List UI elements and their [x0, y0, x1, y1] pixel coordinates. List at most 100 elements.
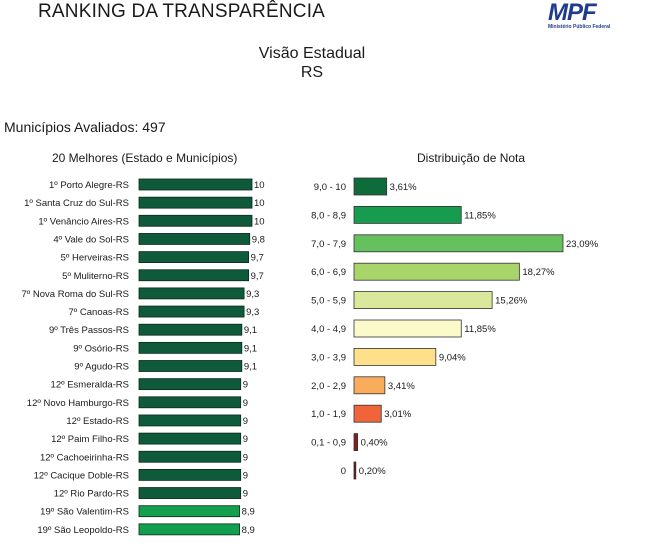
- distribution-bar: [353, 404, 382, 423]
- ranking-value-label: 9,3: [246, 307, 259, 318]
- ranking-value-label: 9,1: [244, 325, 257, 336]
- distribution-value-label: 23,09%: [566, 239, 599, 250]
- distribution-label: 5,0 - 5,9: [311, 296, 346, 307]
- ranking-value-label: 9,1: [244, 362, 257, 373]
- ranking-label: 1º Santa Cruz do Sul-RS: [24, 198, 129, 209]
- distribution-value-label: 3,01%: [384, 409, 411, 420]
- ranking-bar: [138, 396, 242, 409]
- ranking-label: 12º Rio Pardo-RS: [54, 489, 129, 500]
- distribution-value-label: 9,04%: [439, 352, 466, 363]
- view-title: Visão Estadual: [258, 45, 366, 62]
- ranking-label: 9º Três Passos-RS: [49, 325, 129, 336]
- ranking-bar: [138, 432, 242, 445]
- distribution-bar: [353, 177, 388, 196]
- ranking-value-label: 9: [243, 380, 248, 391]
- mpf-logo: MPF Ministério Público Federal: [548, 0, 614, 30]
- ranking-value-label: 8,9: [242, 507, 255, 518]
- distribution-label: 9,0 - 10: [314, 182, 346, 193]
- ranking-value-label: 9: [243, 470, 248, 481]
- ranking-value-label: 9: [243, 452, 248, 463]
- ranking-value-label: 9: [243, 398, 248, 409]
- ranking-label: 4º Vale do Sol-RS: [53, 234, 129, 245]
- ranking-value-label: 10: [254, 216, 265, 227]
- ranking-value-label: 10: [254, 180, 265, 191]
- distribution-value-label: 0,20%: [359, 466, 386, 477]
- ranking-bar: [138, 233, 251, 245]
- ranking-bar: [138, 523, 240, 536]
- ranking-value-label: 9,7: [251, 271, 264, 282]
- ranking-label: 19º São Leopoldo-RS: [37, 525, 129, 536]
- page-title: RANKING DA TRANSPARÊNCIA: [38, 1, 326, 22]
- ranking-bar: [138, 251, 250, 264]
- distribution-label: 0: [341, 466, 346, 477]
- ranking-bar: [138, 214, 253, 227]
- ranking-bar: [138, 269, 250, 282]
- distribution-value-label: 3,61%: [390, 182, 417, 193]
- ranking-label: 12º Esmeralda-RS: [51, 380, 129, 391]
- ranking-value-label: 9,8: [252, 234, 265, 245]
- distribution-label: 2,0 - 2,9: [311, 381, 346, 392]
- distribution-label: 3,0 - 3,9: [311, 352, 346, 363]
- distribution-chart-title: Distribuição de Nota: [417, 151, 526, 165]
- ranking-bar: [138, 287, 245, 300]
- ranking-label: 12º Cacique Doble-RS: [34, 470, 129, 481]
- distribution-value-label: 15,26%: [495, 296, 528, 307]
- distribution-label: 7,0 - 7,9: [311, 239, 346, 250]
- ranking-label: 7º Canoas-RS: [69, 307, 130, 318]
- distribution-bar: [353, 205, 462, 224]
- ranking-value-label: 9: [243, 416, 248, 427]
- ranking-bar: [138, 414, 242, 427]
- distribution-label: 1,0 - 1,9: [311, 409, 346, 420]
- ranking-label: 1º Porto Alegre-RS: [49, 180, 129, 191]
- ranking-value-label: 10: [254, 198, 265, 209]
- distribution-value-label: 11,85%: [464, 324, 496, 335]
- ranking-label: 12º Paim Filho-RS: [51, 434, 129, 445]
- evaluated-count: Municípios Avaliados: 497: [4, 119, 166, 135]
- ranking-label: 5º Herveiras-RS: [61, 253, 129, 264]
- ranking-bar: [138, 178, 253, 191]
- ranking-label: 9º Agudo-RS: [74, 362, 129, 373]
- distribution-bar: [353, 376, 386, 395]
- ranking-value-label: 9: [243, 489, 248, 500]
- distribution-bar: [353, 461, 357, 480]
- ranking-bar: [138, 323, 243, 336]
- distribution-bar: [353, 433, 359, 452]
- ranking-value-label: 9: [243, 434, 248, 445]
- view-state: RS: [300, 64, 324, 81]
- ranking-value-label: 9,7: [251, 253, 264, 264]
- ranking-label: 12º Estado-RS: [66, 416, 129, 427]
- ranking-bar: [138, 487, 242, 499]
- ranking-bar: [138, 378, 242, 391]
- distribution-label: 6,0 - 6,9: [311, 267, 346, 278]
- ranking-bar: [138, 341, 243, 354]
- ranking-value-label: 9,1: [244, 343, 257, 354]
- distribution-bar: [353, 262, 520, 281]
- distribution-value-label: 3,41%: [388, 381, 415, 392]
- ranking-value-label: 9,3: [246, 289, 259, 300]
- ranking-label: 19º São Valentim-RS: [40, 507, 129, 518]
- distribution-bar: [353, 291, 493, 310]
- distribution-value-label: 0,40%: [361, 438, 388, 449]
- ranking-bar: [138, 450, 242, 463]
- distribution-bar: [353, 234, 564, 253]
- ranking-bar: [138, 505, 240, 518]
- distribution-bar: [353, 319, 462, 338]
- ranking-label: 5º Muliterno-RS: [62, 271, 129, 282]
- distribution-value-label: 18,27%: [522, 267, 555, 278]
- distribution-label: 0,1 - 0,9: [311, 438, 346, 449]
- distribution-bar: [353, 347, 437, 366]
- distribution-value-label: 11,85%: [464, 210, 496, 221]
- logo-text: MPF: [548, 0, 597, 26]
- ranking-label: 9º Osório-RS: [73, 343, 129, 354]
- ranking-bar: [138, 305, 245, 318]
- ranking-bar: [138, 468, 242, 481]
- distribution-label: 8,0 - 8,9: [311, 210, 346, 221]
- ranking-value-label: 8,9: [242, 525, 255, 536]
- ranking-label: 1º Venâncio Aires-RS: [38, 216, 129, 227]
- ranking-label: 7º Nova Roma do Sul-RS: [22, 289, 130, 300]
- ranking-label: 12º Cachoeirinha-RS: [40, 452, 129, 463]
- ranking-bar: [138, 196, 253, 209]
- ranking-bar: [138, 360, 243, 372]
- distribution-label: 4,0 - 4,9: [311, 324, 346, 335]
